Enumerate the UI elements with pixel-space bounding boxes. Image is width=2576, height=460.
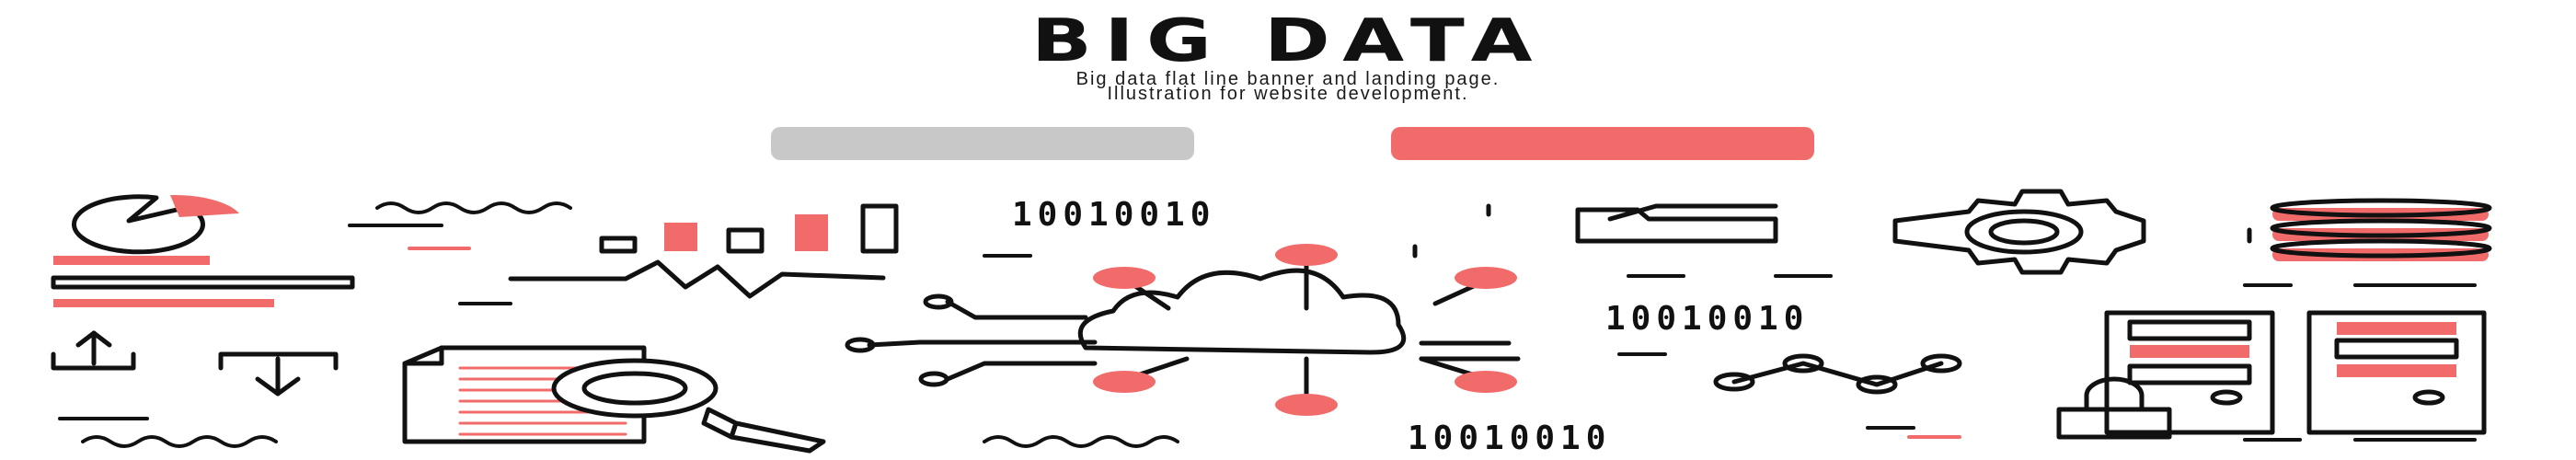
upload-icon [51, 330, 136, 371]
subtitle-line-2: Illustration for website development. [1107, 84, 1469, 104]
binary-text-middle: 10010010 [1605, 300, 1809, 338]
page-title: BIG DATA [1031, 7, 1545, 75]
line-chart-icon [508, 259, 886, 299]
binary-text-bottom: 10010010 [1408, 420, 1611, 457]
wave-decoration [58, 201, 2477, 448]
download-icon [218, 351, 339, 397]
primary-left-button[interactable] [771, 127, 1194, 160]
folder-icon [1575, 203, 1778, 244]
binary-text-top: 10010010 [1012, 196, 1215, 234]
server-rack-icon [2104, 310, 2487, 435]
pie-chart-icon [51, 194, 355, 307]
bar-chart-icon [599, 203, 899, 254]
document-search-icon [402, 345, 826, 454]
primary-right-button[interactable] [1391, 127, 1814, 160]
page-subtitle: Big data flat line banner and landing pa… [0, 69, 2576, 104]
gear-icon [1892, 189, 2146, 275]
cloud-network-icon [845, 244, 1521, 416]
lock-icon [2056, 376, 2172, 440]
subtitle-line-1: Big data flat line banner and landing pa… [1075, 69, 1501, 89]
database-icon [2270, 198, 2492, 261]
node-graph-icon [1713, 353, 1962, 395]
